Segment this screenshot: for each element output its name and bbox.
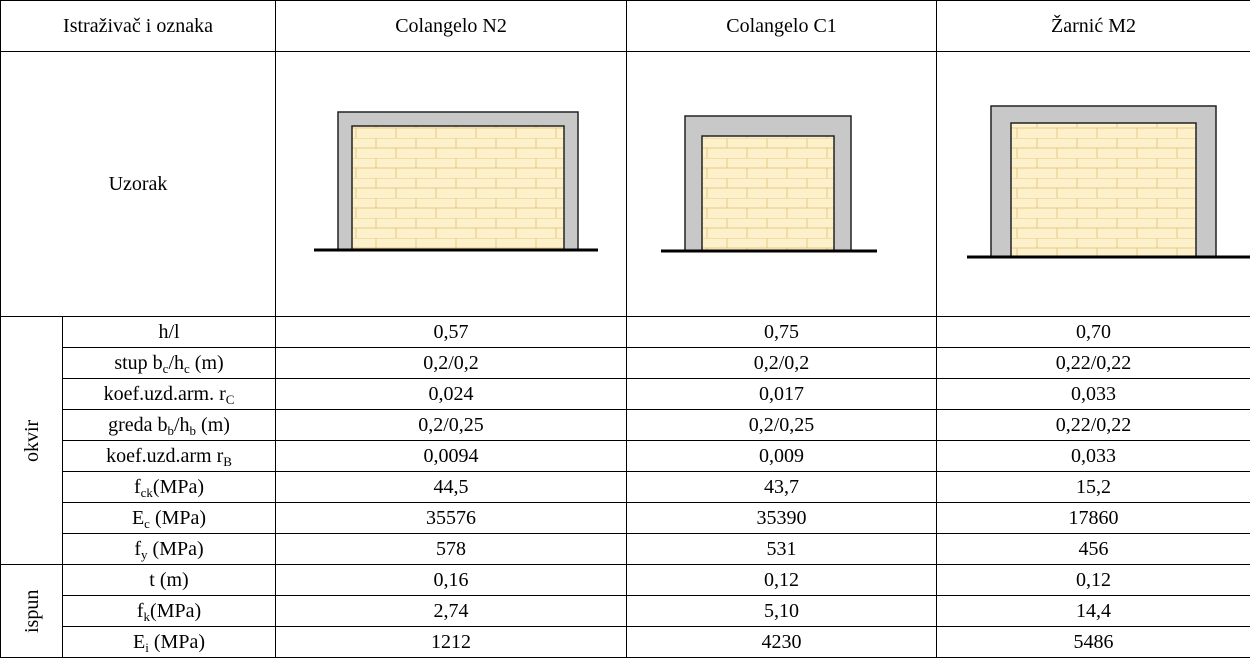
group-label: okvir	[1, 317, 63, 565]
value-cell: 0,033	[937, 441, 1250, 472]
header-cell: Colangelo N2	[276, 1, 627, 52]
row-label: t (m)	[63, 565, 276, 596]
row-label: fk(MPa)	[63, 596, 276, 627]
value-cell: 0,16	[276, 565, 627, 596]
label-text: E	[132, 507, 144, 529]
row-label: Ei (MPa)	[63, 627, 276, 658]
subscript: ck	[141, 485, 153, 500]
header-cell: Žarnić M2	[937, 1, 1250, 52]
value-cell: 35390	[627, 503, 937, 534]
label-text: (MPa)	[153, 476, 204, 498]
value-cell: 0,2/0,25	[627, 410, 937, 441]
value-cell: 456	[937, 534, 1250, 565]
value-cell: 43,7	[627, 472, 937, 503]
value-cell: 0,75	[627, 317, 937, 348]
value-cell: 5,10	[627, 596, 937, 627]
label-text: (MPa)	[150, 600, 201, 622]
sample-cell	[276, 52, 627, 317]
label-text: (MPa)	[149, 631, 205, 653]
row-label: fck(MPa)	[63, 472, 276, 503]
value-cell: 44,5	[276, 472, 627, 503]
value-cell: 0,2/0,25	[276, 410, 627, 441]
header-cell: Istraživač i oznaka	[1, 1, 276, 52]
header-cell: Colangelo C1	[627, 1, 937, 52]
header-row: Istraživač i oznaka Colangelo N2 Colange…	[1, 1, 1250, 52]
value-cell: 578	[276, 534, 627, 565]
row-label: fy (MPa)	[63, 534, 276, 565]
label-text: (MPa)	[150, 507, 206, 529]
row-label: koef.uzd.arm rB	[63, 441, 276, 472]
group-label: ispun	[1, 565, 63, 658]
label-text: f	[134, 476, 141, 498]
row-label: stup bc/hc (m)	[63, 348, 276, 379]
label-text: stup b	[114, 352, 162, 374]
value-cell: 0,2/0,2	[276, 348, 627, 379]
value-cell: 0,024	[276, 379, 627, 410]
sample-cell	[627, 52, 937, 317]
value-cell: 531	[627, 534, 937, 565]
value-cell: 0,12	[627, 565, 937, 596]
sample-cell	[937, 52, 1250, 317]
value-cell: 15,2	[937, 472, 1250, 503]
label-text: E	[133, 631, 145, 653]
value-cell: 0,2/0,2	[627, 348, 937, 379]
row-label: h/l	[63, 317, 276, 348]
value-cell: 0,033	[937, 379, 1250, 410]
label-text: /h	[174, 414, 190, 436]
label-text: koef.uzd.arm. r	[104, 383, 226, 405]
value-cell: 4230	[627, 627, 937, 658]
sample-label: Uzorak	[1, 52, 276, 317]
subscript: B	[223, 454, 232, 469]
label-text: koef.uzd.arm r	[106, 445, 223, 467]
sample-drawing	[627, 98, 937, 270]
sample-row: Uzorak	[1, 52, 1250, 317]
label-text: t (m)	[149, 569, 188, 591]
value-cell: 0,22/0,22	[937, 410, 1250, 441]
value-cell: 17860	[937, 503, 1250, 534]
subscript: C	[226, 392, 235, 407]
label-text: (m)	[196, 414, 230, 436]
value-cell: 14,4	[937, 596, 1250, 627]
value-cell: 5486	[937, 627, 1250, 658]
row-label: koef.uzd.arm. rC	[63, 379, 276, 410]
row-label: Ec (MPa)	[63, 503, 276, 534]
value-cell: 2,74	[276, 596, 627, 627]
label-text: f	[137, 600, 144, 622]
value-cell: 0,12	[937, 565, 1250, 596]
label-text: h/l	[158, 321, 179, 343]
value-cell: 0,70	[937, 317, 1250, 348]
sample-drawing	[937, 98, 1250, 270]
value-cell: 0,57	[276, 317, 627, 348]
value-cell: 35576	[276, 503, 627, 534]
label-text: (m)	[190, 352, 224, 374]
label-text: greda b	[108, 414, 167, 436]
label-text: (MPa)	[148, 538, 204, 560]
value-cell: 0,017	[627, 379, 937, 410]
page: Istraživač i oznaka Colangelo N2 Colange…	[0, 0, 1250, 568]
value-cell: 0,22/0,22	[937, 348, 1250, 379]
sample-drawing	[276, 98, 627, 270]
row-label: greda bb/hb (m)	[63, 410, 276, 441]
value-cell: 1212	[276, 627, 627, 658]
value-cell: 0,009	[627, 441, 937, 472]
value-cell: 0,0094	[276, 441, 627, 472]
label-text: /h	[168, 352, 184, 374]
